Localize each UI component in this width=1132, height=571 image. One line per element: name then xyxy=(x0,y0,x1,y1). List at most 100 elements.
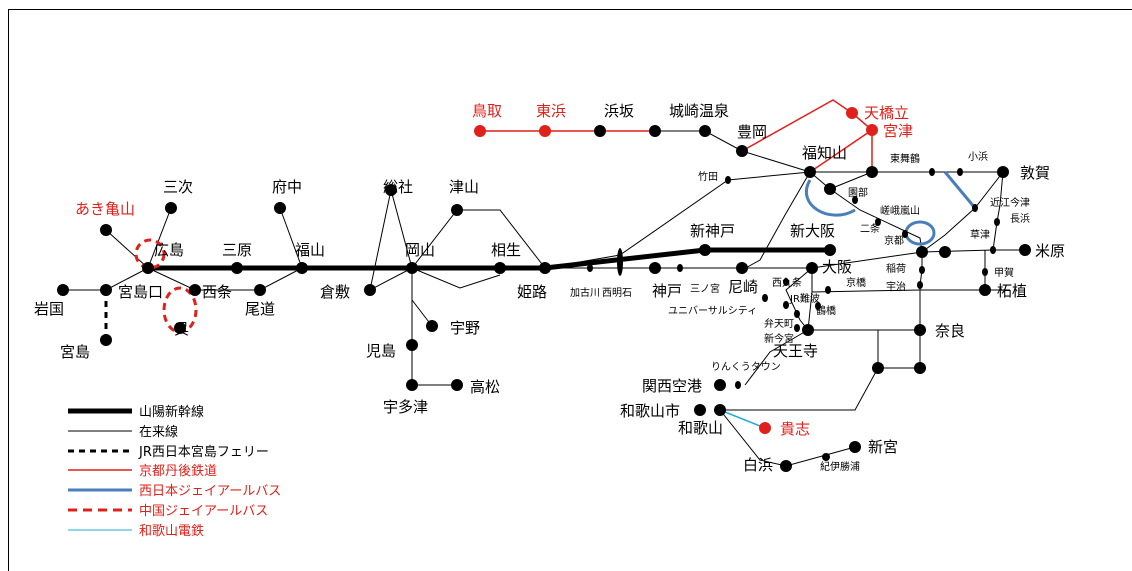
station-dot-bentencho xyxy=(794,310,800,318)
label-kyoto: 京都 xyxy=(884,234,904,247)
label-tsuruhashi: 鶴橋 xyxy=(816,304,836,317)
station-dot-tsuruhashi xyxy=(815,302,821,310)
line-geibi xyxy=(147,207,172,269)
line-wakayama-dentetsu xyxy=(719,409,766,429)
label-koka: 甲賀 xyxy=(994,267,1014,279)
label-nishiakashi: 西明石 xyxy=(602,287,632,299)
station-dot-mihara xyxy=(231,262,243,274)
station-dot-toyooka xyxy=(736,145,748,157)
label-soja: 総社 xyxy=(383,178,413,196)
line-fukuen xyxy=(279,207,303,269)
label-obama: 小浜 xyxy=(968,151,988,163)
label-aioi: 相生 xyxy=(491,241,521,259)
label-mihara: 三原 xyxy=(222,241,252,259)
station-dot-kusatsu xyxy=(939,246,951,258)
station-dot-obama xyxy=(957,168,963,176)
line-tsuyama xyxy=(411,209,546,269)
station-dot-kojima xyxy=(406,339,418,351)
label-shinosaka: 新大阪 xyxy=(790,222,835,240)
line-bus-maizuru xyxy=(805,179,856,217)
label-akikameyama: あき亀山 xyxy=(75,200,135,218)
label-uji: 宇治 xyxy=(886,280,906,293)
line-osaka-loop xyxy=(785,267,813,332)
station-dot-inari xyxy=(919,266,925,274)
station-dot-nijo xyxy=(902,230,908,238)
station-dot-higashimaizuru xyxy=(866,166,878,178)
label-amanohashidate: 天橋立 xyxy=(864,104,909,122)
label-hiroshima: 広島 xyxy=(154,241,184,259)
station-dot-nishimaizuru xyxy=(824,183,836,195)
label-kojima: 児島 xyxy=(366,342,396,360)
legend-label-conventional: 在来線 xyxy=(139,424,178,440)
station-dot-ayabe xyxy=(852,196,858,204)
station-dot-shirahama xyxy=(780,460,792,472)
line-nara-loop xyxy=(877,329,921,369)
label-fukuyama: 福山 xyxy=(295,241,325,259)
station-dot-nara-3 xyxy=(872,362,884,374)
station-dot-kishukatsuura xyxy=(822,453,830,461)
station-dot-tsuruga xyxy=(997,166,1009,178)
station-dot-kinosaki xyxy=(649,125,661,137)
line-maizuru xyxy=(829,171,873,190)
label-osaka: 大阪 xyxy=(822,258,852,276)
station-dot-kyoto xyxy=(916,246,928,258)
station-dot-rinku xyxy=(735,381,741,389)
label-kakogawa: 加古川 xyxy=(570,286,600,299)
station-dot-kurashiki xyxy=(364,284,376,296)
label-iwakuni: 岩国 xyxy=(34,300,64,318)
label-hamasaka: 浜坂 xyxy=(604,102,634,120)
station-markers-red xyxy=(474,107,878,434)
station-labels-small: 竹田 東舞鶴 小浜 園部 嵯峨嵐山 近江今津 長浜 草津 二条 京都 稲荷 宇治… xyxy=(570,151,1030,473)
label-sannomiya: 三ノ宮 xyxy=(690,282,720,295)
station-dot-miyajima xyxy=(100,334,112,346)
label-jrnamba: JR難波 xyxy=(789,292,820,305)
label-kurashiki: 倉敷 xyxy=(320,283,350,301)
line-uno xyxy=(411,268,457,386)
label-takamatsu: 高松 xyxy=(470,378,500,396)
station-dot-himeji xyxy=(539,262,551,274)
label-nagahama: 長浜 xyxy=(1010,213,1030,225)
station-dot-hamasaka xyxy=(594,125,606,137)
line-kabe xyxy=(105,229,149,269)
station-dot-tennoji xyxy=(802,324,814,336)
station-dot-soja xyxy=(385,184,397,196)
station-dot-nagahama xyxy=(994,218,1000,226)
station-dot-saijo xyxy=(189,284,201,296)
legend-label-nishinihon-bus: 西日本ジェイアールバス xyxy=(139,484,281,499)
label-shingu: 新宮 xyxy=(868,438,898,456)
label-omiimazu: 近江今津 xyxy=(990,196,1030,209)
label-takeda: 竹田 xyxy=(698,170,718,183)
station-dot-iwakuni xyxy=(57,284,69,296)
station-dot-kinosaki-2 xyxy=(699,125,711,137)
station-dot-sannomiya xyxy=(677,264,683,272)
label-tennoji: 天王寺 xyxy=(773,342,818,360)
label-kure: 呉 xyxy=(174,320,189,338)
label-higashimaizuru: 東舞鶴 xyxy=(890,152,920,165)
station-dot-kyobashi xyxy=(825,286,831,294)
label-shinimamiya: 新今宮 xyxy=(764,332,794,345)
legend-label-ferry: JR西日本宮島フェリー xyxy=(138,444,269,460)
station-dot-fukuchiyama xyxy=(804,166,816,178)
label-ayabe: 園部 xyxy=(848,186,868,199)
line-tokaido-east xyxy=(921,249,1025,253)
station-dot-sagano xyxy=(875,218,881,226)
station-dot-wakayama xyxy=(714,404,726,416)
station-dot-kishi xyxy=(759,422,771,434)
label-tsuruga: 敦賀 xyxy=(1020,164,1050,182)
label-miyajimaguchi: 宮島口 xyxy=(118,283,163,301)
label-bentencho: 弁天町 xyxy=(764,317,794,330)
station-dot-amanohashidate xyxy=(846,107,858,119)
label-tottori: 鳥取 xyxy=(472,102,502,120)
label-shirahama: 白浜 xyxy=(743,456,773,474)
label-fuchu: 府中 xyxy=(272,178,302,196)
station-dot-fukuyama xyxy=(296,262,308,274)
station-dot-usj xyxy=(762,294,768,302)
station-dot-nishikujo xyxy=(783,278,789,286)
line-sanyo-shinkansen xyxy=(148,247,830,271)
label-tsuyama: 津山 xyxy=(449,178,479,196)
map-border-top xyxy=(8,9,1132,10)
label-usj: ユニバーサルシティ xyxy=(668,305,757,317)
station-markers-small xyxy=(587,168,1000,389)
